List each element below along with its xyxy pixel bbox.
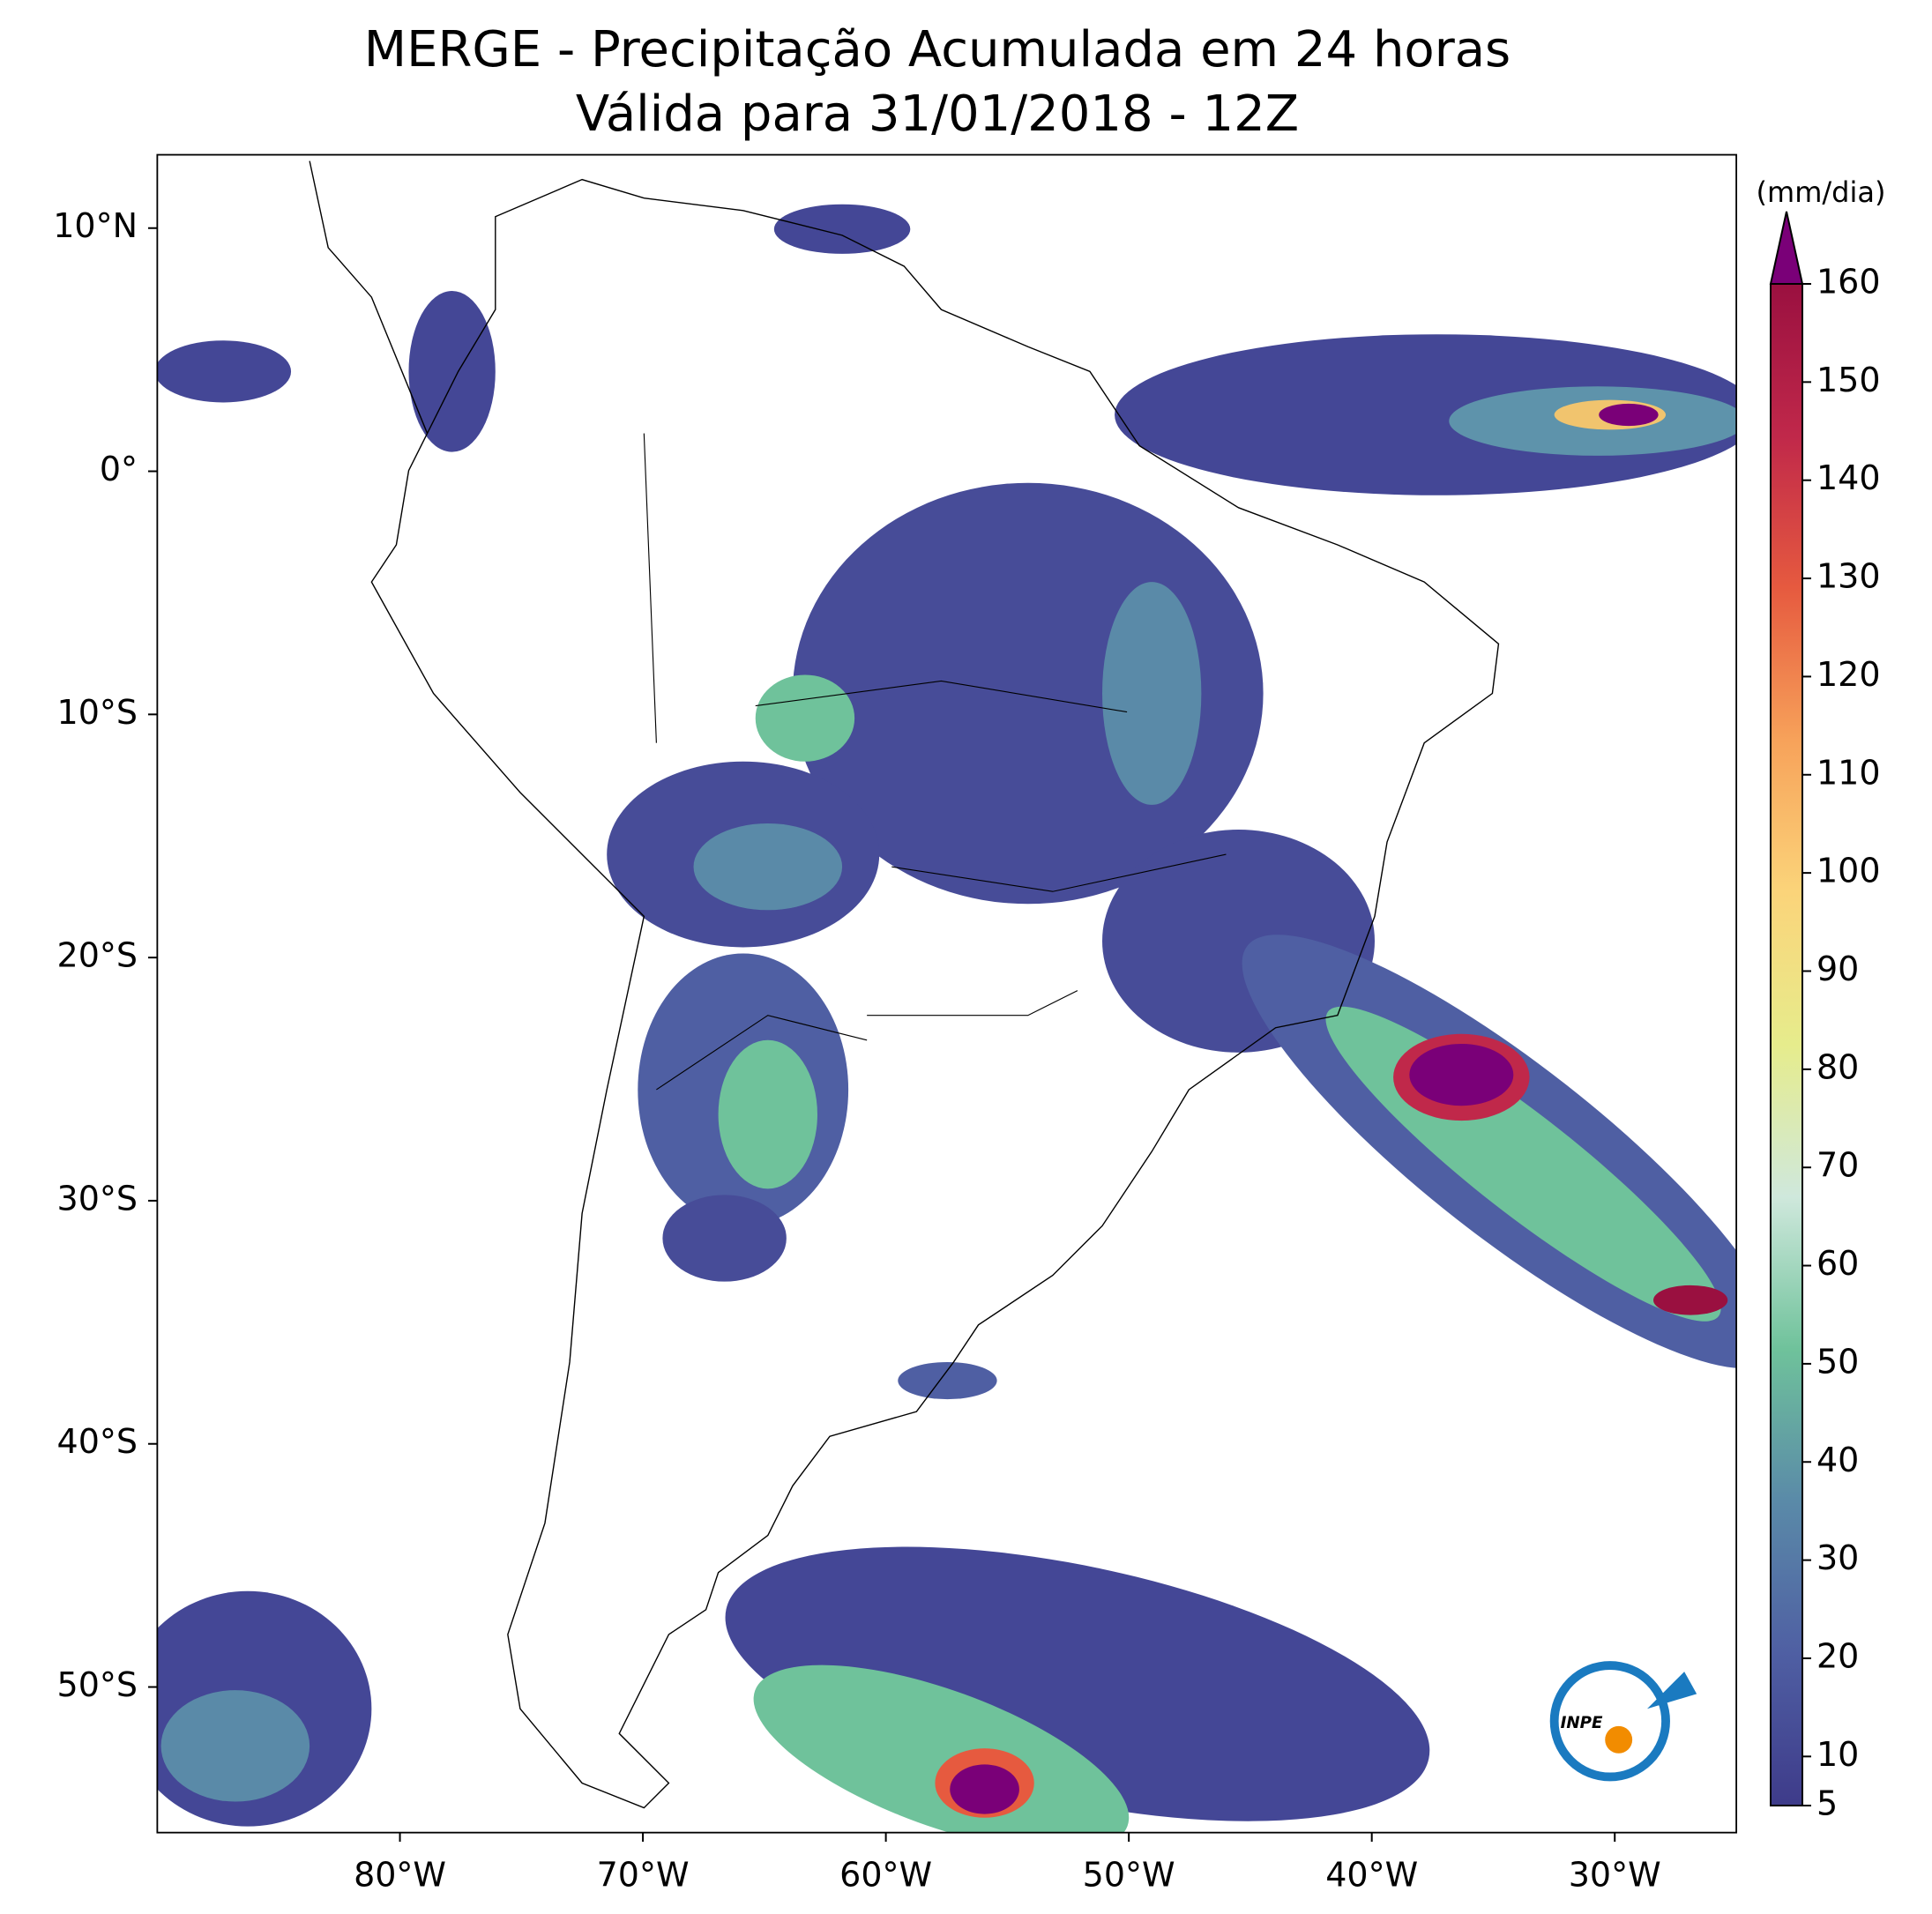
border — [643, 433, 1227, 1091]
y-tick-label: 0° — [100, 450, 138, 488]
rain-area — [693, 823, 843, 911]
logo-dot — [1605, 1725, 1633, 1754]
logo-arrow — [1646, 1672, 1697, 1709]
map-layers: INPE — [156, 153, 1738, 1834]
colorbar-tick-label: 160 — [1816, 263, 1881, 302]
map-subtitle: Válida para 31/01/2018 - 12Z — [576, 86, 1299, 143]
y-tick-label: 10°S — [57, 693, 138, 732]
x-tick-label: 80°W — [354, 1856, 446, 1895]
colorbar-tick-label: 30 — [1816, 1538, 1859, 1577]
rain-area — [718, 1039, 817, 1189]
rain-area — [753, 1665, 1130, 1833]
colorbar-tick-label: 120 — [1816, 655, 1881, 694]
colorbar-tick-label: 90 — [1816, 950, 1859, 988]
rain-area — [408, 291, 496, 452]
rain-area — [1599, 403, 1659, 427]
map-title: MERGE - Precipitação Acumulada em 24 hor… — [364, 21, 1511, 78]
colorbar-tick-label: 10 — [1816, 1735, 1859, 1774]
rain-area — [1102, 582, 1202, 805]
colorbar-tick-label: 60 — [1816, 1244, 1859, 1283]
rain-area — [1409, 1043, 1514, 1106]
coastline — [370, 178, 1500, 1809]
colorbar-tick-label: 140 — [1816, 458, 1881, 497]
colorbar-tick-label: 110 — [1816, 753, 1881, 792]
colorbar-tick-label: 40 — [1816, 1441, 1859, 1479]
colorbar-tick-label: 70 — [1816, 1146, 1859, 1185]
rain-area — [773, 204, 911, 254]
y-tick-label: 40°S — [57, 1422, 138, 1461]
rain-area — [755, 674, 855, 762]
rain-area — [662, 1195, 787, 1282]
rain-area — [160, 1690, 310, 1802]
logo-text: INPE — [1561, 1714, 1603, 1732]
rain-area — [950, 1764, 1019, 1814]
colorbar-tick-label: 100 — [1816, 852, 1881, 890]
rain-area — [898, 1361, 997, 1400]
colorbar-extend — [1769, 211, 1804, 285]
y-tick-label: 50°S — [57, 1665, 138, 1704]
logo-ring — [1549, 1661, 1670, 1782]
colorbar-tick-label: 150 — [1816, 361, 1881, 399]
x-tick-label: 40°W — [1325, 1856, 1418, 1895]
map-frame — [156, 153, 1738, 1834]
colorbar-tick-label: 5 — [1816, 1784, 1838, 1823]
x-tick-label: 30°W — [1569, 1856, 1661, 1895]
x-tick-label: 60°W — [839, 1856, 932, 1895]
precipitation — [157, 204, 1737, 1833]
y-tick-label: 10°N — [53, 206, 138, 245]
x-tick-label: 70°W — [597, 1856, 690, 1895]
y-tick-label: 30°S — [57, 1179, 138, 1218]
colorbar-tick-label: 50 — [1816, 1342, 1859, 1381]
colorbar-label: (mm/dia) — [1757, 175, 1886, 209]
colorbar — [1770, 283, 1803, 1806]
colorbar-tick-label: 20 — [1816, 1636, 1859, 1675]
y-tick-label: 20°S — [57, 936, 138, 975]
coastline — [309, 160, 429, 434]
colorbar-tick-label: 80 — [1816, 1047, 1859, 1086]
rain-area — [1653, 1285, 1728, 1315]
logo: INPE — [1549, 1661, 1697, 1782]
rain-area — [157, 340, 292, 403]
x-tick-label: 50°W — [1083, 1856, 1175, 1895]
colorbar-tick-label: 130 — [1816, 557, 1881, 596]
